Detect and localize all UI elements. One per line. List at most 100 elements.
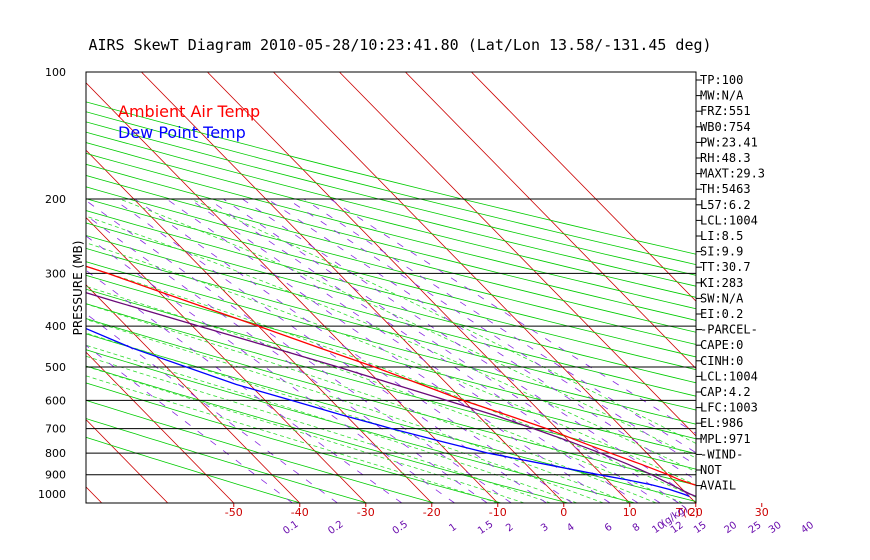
- grid-layer: [86, 72, 696, 503]
- temperature-line: [86, 265, 696, 486]
- dewpoint-line: [86, 327, 690, 498]
- mixing-ratio-line: [189, 198, 639, 503]
- stat-item: -PARCEL-: [700, 323, 758, 337]
- moist-adiabat: [86, 242, 696, 486]
- dry-adiabat: [86, 111, 696, 266]
- moist-adiabat: [86, 365, 525, 503]
- dry-adiabat: [86, 288, 696, 455]
- mixing-ratio-label: 8: [631, 522, 643, 535]
- isotherm-line: [405, 72, 696, 370]
- isotherm-line: [86, 418, 169, 503]
- dry-adiabat: [86, 261, 696, 425]
- dry-adiabat: [86, 365, 569, 503]
- legend-air-temp: Ambient Air Temp: [118, 102, 260, 121]
- moist-adiabat: [86, 375, 498, 503]
- pressure-tick-label: 500: [45, 361, 66, 374]
- stat-item: AVAIL: [700, 479, 736, 493]
- mixing-ratio-label: 6: [603, 522, 615, 535]
- dry-adiabat: [86, 210, 696, 371]
- mixing-ratio-line: [207, 198, 661, 503]
- stat-item: LFC:1003: [700, 401, 758, 415]
- dry-adiabat: [86, 131, 696, 287]
- mixing-ratio-label: 40: [799, 520, 816, 536]
- stat-item: SI:9.9: [700, 245, 743, 259]
- stat-item: L57:6.2: [700, 198, 751, 212]
- dry-adiabat: [86, 418, 368, 503]
- stat-item: TP:100: [700, 73, 743, 87]
- bottom-temp-tick-label: -30: [357, 506, 375, 519]
- dry-adiabat: [86, 303, 696, 470]
- parcel-line: [86, 292, 696, 498]
- dry-adiabat: [86, 152, 696, 310]
- legend: Ambient Air Temp Dew Point Temp: [118, 102, 260, 142]
- bottom-temp-tick-label: 30: [755, 506, 769, 519]
- bottom-temp-tick-label: -10: [489, 506, 507, 519]
- moist-adiabat: [86, 319, 630, 503]
- stat-item: CINH:0: [700, 354, 743, 368]
- dry-adiabat: [86, 382, 502, 503]
- stat-item: WB0:754: [700, 120, 751, 134]
- stat-item: MAXT:29.3: [700, 167, 765, 181]
- dry-adiabat: [86, 222, 696, 384]
- moist-adiabat: [86, 215, 696, 473]
- stat-item: TH:5463: [700, 182, 751, 196]
- dry-adiabat: [86, 235, 696, 397]
- moist-adiabat: [86, 344, 578, 503]
- bottom-temp-unit: T(C): [675, 506, 699, 519]
- dry-adiabat: [86, 349, 636, 503]
- dry-adiabat: [86, 333, 696, 502]
- bottom-temp-tick-label: -40: [291, 506, 309, 519]
- mixing-ratio-label: 3: [539, 522, 551, 535]
- mixing-ratio-line: [267, 198, 696, 481]
- stat-item: EL:986: [700, 416, 743, 430]
- pressure-tick-label: 200: [45, 193, 66, 206]
- mixing-ratio-label: 4: [565, 522, 577, 535]
- isotherm-line: [471, 72, 696, 302]
- y-axis-label: PRESSURE (MB): [71, 241, 85, 336]
- mixing-ratio-line: [86, 200, 512, 503]
- legend-dew-point: Dew Point Temp: [118, 123, 246, 142]
- isotherm-line: [339, 72, 696, 437]
- stat-item: PW:23.41: [700, 135, 758, 149]
- mixing-ratio-label: 1: [447, 522, 459, 535]
- mixing-ratio-line: [303, 198, 696, 454]
- pressure-tick-label: 100: [45, 66, 66, 79]
- bottom-temp-tick-label: 20: [689, 506, 703, 519]
- mixing-ratio-label: 25: [747, 520, 764, 536]
- dry-adiabat: [86, 163, 696, 321]
- mixing-ratio-line: [86, 235, 455, 503]
- mixing-ratio-label: 1.5: [476, 519, 495, 537]
- moist-adiabat: [86, 285, 683, 503]
- isotherm-line: [86, 351, 235, 503]
- pressure-tick-label: 700: [45, 423, 66, 436]
- isotherm-line: [86, 149, 433, 503]
- mixing-ratio-line: [242, 198, 696, 500]
- isotherm-line: [207, 72, 631, 503]
- dry-adiabat: [86, 274, 696, 440]
- stat-item: -WIND-: [700, 447, 743, 461]
- dry-adiabat: [86, 198, 696, 358]
- stat-item: KI:283: [700, 276, 743, 290]
- isotherm-line: [86, 82, 499, 503]
- stat-item: CAP:4.2: [700, 385, 751, 399]
- stat-item: NOT: [700, 463, 722, 477]
- mixing-ratio-line: [86, 214, 488, 503]
- mixing-ratio-line: [330, 198, 696, 434]
- stat-item: MPL:971: [700, 432, 751, 446]
- mixing-ratio-line: [223, 198, 679, 503]
- mixing-ratio-label: 2: [504, 522, 516, 535]
- moist-adiabat: [86, 355, 551, 503]
- mixing-ratio-label: 30: [767, 520, 784, 536]
- pressure-tick-label: 600: [45, 394, 66, 407]
- stat-item: CAPE:0: [700, 338, 743, 352]
- pressure-tick-label: 800: [45, 447, 66, 460]
- bottom-temp-tick-label: -50: [225, 506, 243, 519]
- mixing-ratio-label: 0.5: [391, 519, 410, 537]
- pressure-tick-label: 300: [45, 267, 66, 280]
- mixing-ratio-line: [287, 198, 696, 466]
- chart-title: AIRS SkewT Diagram 2010-05-28/10:23:41.8…: [88, 36, 711, 54]
- stat-item: FRZ:551: [700, 104, 751, 118]
- bottom-temp-tick-label: 0: [560, 506, 567, 519]
- moist-adiabat: [86, 265, 696, 498]
- pressure-tick-label: 900: [45, 469, 66, 482]
